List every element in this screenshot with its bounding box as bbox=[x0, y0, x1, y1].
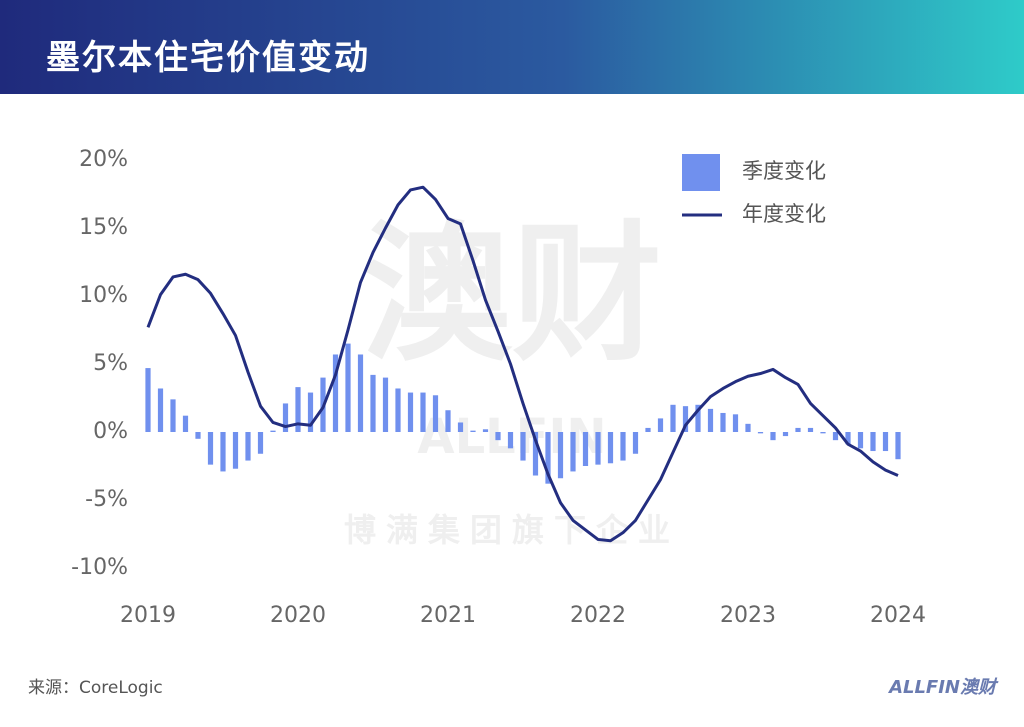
bar bbox=[582, 432, 589, 466]
bar bbox=[632, 432, 639, 454]
y-tick-label: 15% bbox=[79, 215, 128, 240]
bar bbox=[545, 432, 551, 484]
bar bbox=[857, 432, 864, 449]
bar bbox=[707, 408, 714, 432]
bar bbox=[395, 388, 401, 432]
bar bbox=[432, 395, 439, 432]
y-tick-label: 0% bbox=[93, 419, 128, 444]
bar bbox=[832, 432, 839, 441]
y-tick-label: -10% bbox=[71, 555, 128, 580]
x-tick-label: 2019 bbox=[120, 603, 176, 628]
bar bbox=[482, 429, 489, 432]
y-tick-label: 20% bbox=[79, 147, 128, 172]
bar bbox=[145, 368, 151, 432]
bar bbox=[207, 432, 214, 465]
bar bbox=[870, 432, 876, 452]
bar bbox=[795, 427, 801, 432]
x-tick-label: 2023 bbox=[720, 603, 776, 628]
watermark-tagline: 博满集团旗下企业 bbox=[344, 511, 680, 549]
x-tick-label: 2022 bbox=[570, 603, 626, 628]
bar bbox=[807, 427, 814, 432]
x-tick-label: 2021 bbox=[420, 603, 476, 628]
bar bbox=[245, 432, 251, 461]
bar bbox=[557, 432, 564, 479]
bar bbox=[270, 430, 276, 432]
bar bbox=[595, 432, 601, 465]
legend-label: 年度变化 bbox=[742, 202, 826, 226]
bar bbox=[657, 418, 664, 432]
bar bbox=[195, 432, 201, 439]
x-tick-label: 2020 bbox=[270, 603, 326, 628]
bar bbox=[520, 432, 526, 461]
header-title: 墨尔本住宅价值变动 bbox=[46, 38, 370, 78]
bar bbox=[720, 412, 726, 432]
bar bbox=[782, 432, 789, 437]
bar bbox=[157, 388, 164, 432]
bar bbox=[220, 432, 226, 472]
bar bbox=[257, 432, 264, 454]
bar bbox=[420, 392, 426, 432]
bar bbox=[282, 403, 289, 432]
y-tick-label: 10% bbox=[79, 283, 128, 308]
y-tick-label: 5% bbox=[93, 351, 128, 376]
bar bbox=[682, 406, 689, 432]
bar bbox=[645, 427, 651, 432]
bar bbox=[332, 354, 339, 432]
bar bbox=[845, 432, 851, 445]
bar bbox=[895, 432, 901, 460]
bar bbox=[882, 432, 889, 452]
bar bbox=[695, 404, 701, 432]
bar bbox=[670, 404, 676, 432]
bar bbox=[407, 392, 414, 432]
bar bbox=[445, 410, 451, 432]
logo: ALLFIN澳财 bbox=[887, 677, 999, 698]
bar bbox=[570, 432, 576, 472]
bar bbox=[770, 432, 776, 441]
legend-label: 季度变化 bbox=[742, 159, 826, 183]
bar bbox=[820, 432, 826, 434]
bar bbox=[495, 432, 501, 441]
bar bbox=[757, 432, 764, 434]
bar bbox=[170, 399, 176, 432]
bar bbox=[457, 422, 464, 432]
bar bbox=[732, 414, 739, 432]
bar bbox=[357, 354, 364, 432]
bar bbox=[382, 377, 389, 432]
legend-swatch bbox=[682, 154, 720, 191]
chart: 澳财 ALLFIN 博满集团旗下企业 20%15%10%5%0%-5%-10%2… bbox=[28, 147, 999, 698]
bar bbox=[370, 374, 376, 432]
bar bbox=[607, 432, 614, 464]
y-tick-label: -5% bbox=[85, 487, 128, 512]
bar bbox=[232, 432, 239, 469]
bar bbox=[182, 415, 189, 432]
line bbox=[146, 185, 899, 543]
bar bbox=[295, 387, 301, 432]
x-tick-label: 2024 bbox=[870, 603, 926, 628]
bar bbox=[470, 430, 476, 432]
source: 来源：CoreLogic bbox=[28, 678, 163, 698]
bar bbox=[532, 432, 539, 476]
header: 墨尔本住宅价值变动 bbox=[0, 0, 1024, 94]
watermark-main: 澳财 bbox=[362, 208, 662, 382]
bar bbox=[345, 343, 351, 432]
bar bbox=[745, 423, 751, 432]
bar bbox=[620, 432, 626, 461]
bar bbox=[507, 432, 514, 449]
bar bbox=[307, 392, 314, 432]
